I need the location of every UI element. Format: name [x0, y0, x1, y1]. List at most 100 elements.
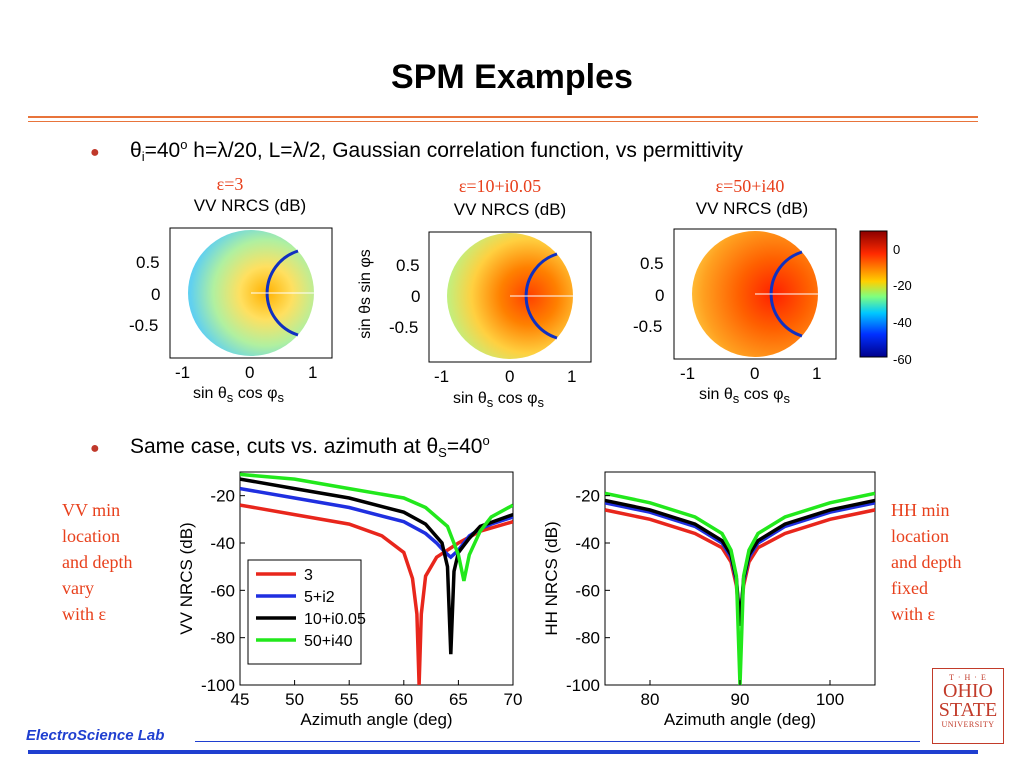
polar-ytick: 0.5 [136, 253, 160, 272]
y-tick-label: -20 [210, 487, 235, 506]
polar-frame-3 [673, 228, 837, 360]
polar-title-2: VV NRCS (dB) [453, 200, 567, 219]
y-axis-label: VV NRCS (dB) [177, 522, 196, 634]
xlabel-part: cos φ [233, 385, 278, 402]
y-tick-label: -100 [201, 676, 235, 695]
y-tick-label: -40 [575, 534, 600, 553]
polar-caption-1: ε=3 [216, 174, 244, 194]
bullet-1-superscript: o [180, 137, 188, 152]
polar-xtick: -1 [680, 364, 696, 383]
polar-frame-1 [169, 227, 333, 359]
x-tick-label: 55 [340, 690, 359, 709]
legend-box [247, 559, 362, 665]
polar-frame-2 [428, 231, 592, 363]
polar-caption-3: ε=50+i40 [715, 176, 785, 196]
y-tick-label: -80 [210, 629, 235, 648]
legend-label: 3 [304, 567, 313, 584]
polar-title-3: VV NRCS (dB) [695, 199, 809, 218]
xlabel-part: sin θ [453, 390, 487, 407]
logo-bottom: UNIVERSITY [941, 720, 995, 729]
polar-ytick: 0 [151, 285, 161, 304]
xlabel-part: sin θ [193, 385, 227, 402]
xlabel-part: sin θ [699, 386, 733, 403]
series-line-50-i40 [605, 491, 875, 685]
xlabel-part: cos φ [493, 390, 538, 407]
xlabel-sub: s [732, 391, 740, 406]
polar-xtick: 0 [245, 363, 255, 382]
polar-ytick: -0.5 [129, 316, 159, 335]
x-tick-label: 60 [394, 690, 413, 709]
x-tick-label: 90 [731, 690, 750, 709]
x-tick-label: 50 [285, 690, 304, 709]
xlabel-sub: s [486, 395, 494, 410]
y-tick-label: -40 [210, 534, 235, 553]
logo-top: T · H · E [949, 673, 987, 682]
polar-xtick: 1 [308, 363, 318, 382]
legend-label: 10+i0.05 [304, 611, 366, 628]
title-rule [28, 116, 978, 118]
bullet-1-subscript: i [141, 149, 145, 164]
series-line-50-i40 [240, 472, 513, 582]
series-line-10-i0-05 [240, 477, 513, 655]
footer-rule-thin [195, 741, 920, 742]
x-axis-label: Azimuth angle (deg) [300, 710, 452, 729]
logo-line1: OHIO [943, 680, 993, 702]
colorbar-tick: -60 [893, 352, 912, 367]
colorbar-tick: 0 [893, 242, 901, 257]
vv-chart: 45 50 55 60 65 70 -20 -40 -60 -80 -100 Azimuth angl… [177, 471, 523, 729]
university-logo: T · H · E OHIO STATE UNIVERSITY [932, 668, 1004, 744]
note-right: HH min location and depth fixed with ε [891, 500, 962, 624]
hh-chart: 80 90 100 -20 -40 -60 -80 -100 Azimuth angle (de… [542, 471, 876, 729]
polar-ytick: -0.5 [389, 318, 419, 337]
polar-xlabel-3: sin θs cos φs [699, 386, 790, 406]
bullet-1-rest: h=λ/20, L=λ/2, Gaussian correlation func… [187, 139, 744, 162]
colorbar-tick: -20 [893, 278, 912, 293]
polar-xtick: -1 [175, 363, 191, 382]
x-tick-label: 70 [504, 690, 523, 709]
x-tick-label: 100 [816, 690, 844, 709]
polar-caption-2: ε=10+i0.05 [458, 176, 542, 196]
polar-xtick: 0 [750, 364, 760, 383]
bullet-1-value: =40 [144, 139, 181, 162]
xlabel-part: cos φ [739, 386, 784, 403]
y-tick-label: -20 [575, 487, 600, 506]
y-tick-label: -80 [575, 629, 600, 648]
legend-label: 5+i2 [304, 589, 335, 606]
y-axis-label: HH NRCS (dB) [542, 521, 561, 635]
title-rule-thin [28, 121, 978, 122]
xlabel-sub: s [537, 395, 544, 410]
page-title: SPM Examples [391, 58, 633, 96]
polar-title-1: VV NRCS (dB) [193, 196, 307, 215]
polar-ytick: 0.5 [640, 254, 664, 273]
legend: 3 5+i2 10+i0.05 50+i40 [247, 559, 366, 665]
polar-xlabel-2: sin θs cos φs [453, 390, 544, 410]
xlabel-sub: s [783, 391, 790, 406]
xlabel-sub: s [226, 390, 234, 405]
bullet-2-text: Same case, cuts vs. azimuth at θ [130, 435, 439, 458]
colorbar-tick: -40 [893, 315, 912, 330]
polar-ytick: -0.5 [633, 317, 663, 336]
polar-xtick: -1 [434, 367, 450, 386]
polar-ytick: 0 [655, 286, 665, 305]
bullet-2-value: =40 [446, 435, 483, 458]
x-tick-label: 80 [641, 690, 660, 709]
polar-xtick: 1 [812, 364, 822, 383]
x-tick-label: 45 [231, 690, 250, 709]
xlabel-sub: s [277, 390, 284, 405]
theta-symbol: θ [130, 139, 142, 162]
bullet-dot: ● [90, 440, 100, 457]
colorbar [859, 230, 888, 358]
y-tick-label: -60 [210, 581, 235, 600]
polar-xlabel-1: sin θs cos φs [193, 385, 284, 405]
bullet-2-subscript: S [438, 445, 447, 460]
bullet-2: Same case, cuts vs. azimuth at θS=40o [130, 433, 490, 460]
footer-lab-name: ElectroScience Lab [26, 727, 165, 744]
y-tick-label: -60 [575, 581, 600, 600]
note-left: VV min location and depth vary with ε [62, 500, 133, 624]
x-tick-label: 65 [449, 690, 468, 709]
footer-rule [28, 750, 978, 754]
bullet-2-superscript: o [482, 433, 490, 448]
polar-xtick: 0 [505, 367, 515, 386]
polar-ytick: 0.5 [396, 256, 420, 275]
